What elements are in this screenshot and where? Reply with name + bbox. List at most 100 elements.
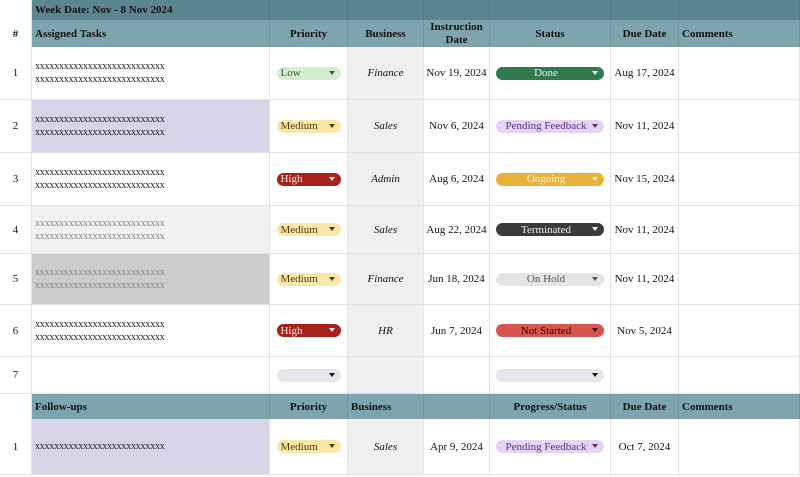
row-number[interactable]: 2 bbox=[0, 100, 32, 153]
instruction-date-cell[interactable]: Aug 22, 2024 bbox=[424, 206, 490, 254]
comments-cell[interactable] bbox=[679, 357, 800, 394]
business-cell[interactable]: Finance bbox=[348, 254, 424, 305]
status-dropdown[interactable] bbox=[496, 368, 604, 382]
business-cell[interactable]: Sales bbox=[348, 419, 424, 475]
status-cell[interactable]: Ongoing bbox=[490, 153, 611, 206]
comments-cell[interactable] bbox=[679, 206, 800, 254]
task-cell[interactable]: xxxxxxxxxxxxxxxxxxxxxxxxxxx xxxxxxxxxxxx… bbox=[32, 206, 270, 254]
comments-cell[interactable] bbox=[679, 419, 800, 475]
chevron-down-icon[interactable] bbox=[328, 70, 335, 75]
header-business[interactable]: Business bbox=[348, 20, 424, 47]
header-priority[interactable]: Priority bbox=[270, 20, 348, 47]
header-follow-ups[interactable]: Follow-ups bbox=[32, 394, 270, 419]
task-cell[interactable]: xxxxxxxxxxxxxxxxxxxxxxxxxxx xxxxxxxxxxxx… bbox=[32, 100, 270, 153]
business-cell[interactable]: Admin bbox=[348, 153, 424, 206]
row-number[interactable]: 3 bbox=[0, 153, 32, 206]
task-cell[interactable]: xxxxxxxxxxxxxxxxxxxxxxxxxxx xxxxxxxxxxxx… bbox=[32, 305, 270, 357]
chevron-down-icon[interactable] bbox=[592, 176, 598, 181]
row-number[interactable]: 5 bbox=[0, 254, 32, 305]
chevron-down-icon[interactable] bbox=[592, 227, 598, 231]
week-date-title[interactable]: Week Date: Nov - 8 Nov 2024 bbox=[32, 0, 270, 20]
status-cell[interactable]: Pending Feedback bbox=[490, 419, 611, 475]
instruction-date-cell[interactable]: Apr 9, 2024 bbox=[424, 419, 490, 475]
priority-cell[interactable]: Low bbox=[270, 47, 348, 100]
chevron-down-icon[interactable] bbox=[592, 328, 598, 332]
comments-cell[interactable] bbox=[679, 254, 800, 305]
instruction-date-cell[interactable]: Aug 6, 2024 bbox=[424, 153, 490, 206]
task-cell[interactable] bbox=[32, 357, 270, 394]
priority-cell[interactable]: Medium bbox=[270, 206, 348, 254]
due-date-cell[interactable]: Nov 11, 2024 bbox=[611, 254, 679, 305]
chevron-down-icon[interactable] bbox=[328, 328, 335, 332]
due-date-cell[interactable]: Aug 17, 2024 bbox=[611, 47, 679, 100]
row-number[interactable]: 7 bbox=[0, 357, 32, 394]
priority-cell[interactable] bbox=[270, 357, 348, 394]
corner-cell[interactable] bbox=[0, 0, 32, 20]
status-dropdown[interactable]: Pending Feedback bbox=[496, 440, 604, 453]
chevron-down-icon[interactable] bbox=[592, 444, 598, 448]
status-cell[interactable]: Pending Feedback bbox=[490, 100, 611, 153]
due-date-cell[interactable]: Nov 15, 2024 bbox=[611, 153, 679, 206]
priority-dropdown[interactable]: Medium bbox=[276, 272, 341, 286]
instruction-date-cell[interactable]: Nov 6, 2024 bbox=[424, 100, 490, 153]
title-band-cell[interactable] bbox=[270, 0, 348, 20]
header-comments[interactable]: Comments bbox=[679, 20, 800, 47]
priority-dropdown[interactable]: Medium bbox=[276, 223, 341, 236]
status-dropdown[interactable]: Ongoing bbox=[496, 172, 604, 186]
instruction-date-cell[interactable]: Jun 7, 2024 bbox=[424, 305, 490, 357]
comments-cell[interactable] bbox=[679, 153, 800, 206]
task-cell[interactable]: xxxxxxxxxxxxxxxxxxxxxxxxxxx xxxxxxxxxxxx… bbox=[32, 254, 270, 305]
priority-dropdown[interactable]: Low bbox=[276, 66, 341, 80]
row-number[interactable]: 6 bbox=[0, 305, 32, 357]
header-instruction-date[interactable]: Instruction Date bbox=[424, 20, 490, 47]
status-cell[interactable]: Not Started bbox=[490, 305, 611, 357]
business-cell[interactable]: Finance bbox=[348, 47, 424, 100]
row-number[interactable]: 4 bbox=[0, 206, 32, 254]
header-business[interactable]: Business bbox=[348, 394, 424, 419]
priority-dropdown[interactable]: Medium bbox=[276, 440, 341, 453]
status-cell[interactable]: Done bbox=[490, 47, 611, 100]
status-cell[interactable]: On Hold bbox=[490, 254, 611, 305]
header-status[interactable]: Status bbox=[490, 20, 611, 47]
header-due-date[interactable]: Due Date bbox=[611, 394, 679, 419]
status-dropdown[interactable]: Not Started bbox=[496, 324, 604, 337]
task-cell[interactable]: xxxxxxxxxxxxxxxxxxxxxxxxxxx bbox=[32, 419, 270, 475]
business-cell[interactable]: Sales bbox=[348, 100, 424, 153]
priority-cell[interactable]: Medium bbox=[270, 100, 348, 153]
chevron-down-icon[interactable] bbox=[592, 372, 598, 377]
header-comments[interactable]: Comments bbox=[679, 394, 800, 419]
title-band-cell[interactable] bbox=[490, 0, 611, 20]
followups-header-num[interactable] bbox=[0, 394, 32, 419]
header-priority[interactable]: Priority bbox=[270, 394, 348, 419]
priority-cell[interactable]: Medium bbox=[270, 419, 348, 475]
due-date-cell[interactable] bbox=[611, 357, 679, 394]
instruction-date-cell[interactable]: Nov 19, 2024 bbox=[424, 47, 490, 100]
chevron-down-icon[interactable] bbox=[328, 123, 335, 128]
task-cell[interactable]: xxxxxxxxxxxxxxxxxxxxxxxxxxx xxxxxxxxxxxx… bbox=[32, 47, 270, 100]
chevron-down-icon[interactable] bbox=[328, 227, 335, 231]
title-band-cell[interactable] bbox=[348, 0, 424, 20]
header-progress-status[interactable]: Progress/Status bbox=[490, 394, 611, 419]
instruction-date-cell[interactable] bbox=[424, 357, 490, 394]
due-date-cell[interactable]: Nov 5, 2024 bbox=[611, 305, 679, 357]
chevron-down-icon[interactable] bbox=[328, 372, 335, 377]
header-num[interactable]: # bbox=[0, 20, 32, 47]
title-band-cell[interactable] bbox=[424, 0, 490, 20]
priority-cell[interactable]: Medium bbox=[270, 254, 348, 305]
priority-cell[interactable]: High bbox=[270, 305, 348, 357]
priority-dropdown[interactable]: High bbox=[276, 172, 341, 186]
comments-cell[interactable] bbox=[679, 100, 800, 153]
chevron-down-icon[interactable] bbox=[592, 276, 598, 281]
chevron-down-icon[interactable] bbox=[592, 123, 598, 128]
status-dropdown[interactable]: Pending Feedback bbox=[496, 119, 604, 133]
row-number[interactable]: 1 bbox=[0, 47, 32, 100]
header-assigned-tasks[interactable]: Assigned Tasks bbox=[32, 20, 270, 47]
status-cell[interactable] bbox=[490, 357, 611, 394]
due-date-cell[interactable]: Nov 11, 2024 bbox=[611, 206, 679, 254]
row-number[interactable]: 1 bbox=[0, 419, 32, 475]
status-cell[interactable]: Terminated bbox=[490, 206, 611, 254]
due-date-cell[interactable]: Oct 7, 2024 bbox=[611, 419, 679, 475]
status-dropdown[interactable]: Done bbox=[496, 66, 604, 80]
chevron-down-icon[interactable] bbox=[592, 70, 598, 75]
priority-dropdown[interactable] bbox=[276, 368, 341, 382]
